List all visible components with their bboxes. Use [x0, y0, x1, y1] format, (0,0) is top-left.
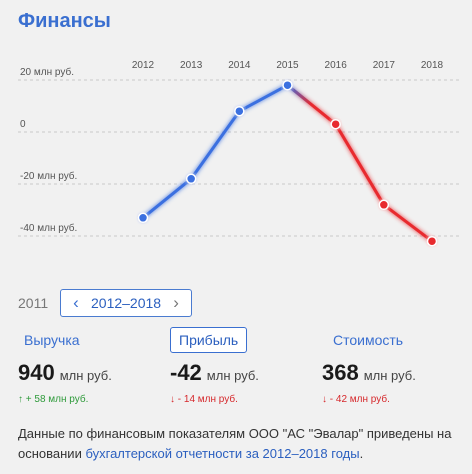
profit-line-chart: 20 млн руб. 0 -20 млн руб. -40 млн руб. 2012…	[18, 60, 462, 247]
section-title: Финансы	[18, 10, 111, 32]
line-segment-2013-2014	[189, 109, 241, 181]
profit-delta: ↓ - 14 млн руб.	[170, 394, 238, 405]
chevron-left-icon[interactable]: ‹	[73, 293, 79, 312]
profit-unit: млн руб.	[206, 368, 259, 383]
chevron-right-icon[interactable]: ›	[173, 293, 179, 312]
data-point-2014	[234, 105, 245, 117]
x-tick-label-2017: 2017	[373, 60, 396, 71]
line-segment-2015-2016	[286, 83, 338, 126]
profit-value: -42	[170, 360, 202, 385]
metric-tabs: Выручка Прибыль Стоимость	[0, 327, 472, 354]
y-tick-label-3: -40 млн руб.	[20, 222, 77, 234]
x-tick-label-2013: 2013	[180, 60, 203, 71]
footnote: Данные по финансовым показателям ООО "АС…	[18, 424, 458, 464]
x-tick-label-2014: 2014	[228, 60, 251, 71]
y-tick-label-0: 20 млн руб.	[20, 66, 74, 78]
previous-year-label[interactable]: 2011	[18, 295, 49, 311]
y-tick-label-1: 0	[20, 119, 26, 130]
data-point-2015	[282, 79, 293, 91]
tab-profit[interactable]: Прибыль	[170, 327, 248, 353]
footnote-prefix: Данные по финансовым показателям ООО "АС…	[18, 426, 452, 461]
revenue-metric: 940 млн руб.	[18, 360, 112, 386]
revenue-delta: ↑ + 58 млн руб.	[18, 394, 89, 405]
range-label: 2012–2018	[91, 295, 162, 311]
data-point-2013	[185, 173, 197, 185]
data-point-2016	[330, 118, 341, 130]
range-box: ‹ 2012–2018 ›	[60, 289, 193, 317]
revenue-unit: млн руб.	[59, 368, 112, 383]
tab-revenue[interactable]: Выручка	[24, 332, 80, 348]
x-tick-label-2016: 2016	[325, 60, 348, 71]
cost-delta: ↓ - 42 млн руб.	[322, 394, 390, 405]
line-segment-2017-2018	[382, 203, 434, 243]
revenue-value: 940	[18, 360, 55, 385]
cost-unit: млн руб.	[363, 368, 416, 383]
x-tick-label-2012: 2012	[132, 60, 155, 71]
data-point-2018	[426, 235, 438, 247]
y-tick-label-2: -20 млн руб.	[20, 170, 77, 182]
accounting-report-link[interactable]: бухгалтерской отчетности за 2012–2018 го…	[85, 446, 360, 461]
x-tick-label-2018: 2018	[421, 60, 444, 71]
profit-metric: -42 млн руб.	[170, 360, 259, 386]
footnote-suffix: .	[359, 446, 364, 461]
x-tick-label-2015: 2015	[276, 60, 299, 71]
line-segment-2012-2013	[141, 177, 193, 220]
cost-value: 368	[322, 360, 359, 385]
tab-cost[interactable]: Стоимость	[333, 332, 404, 348]
data-point-2017	[378, 199, 390, 211]
data-point-2012	[137, 212, 149, 224]
cost-metric: 368 млн руб.	[322, 360, 416, 386]
line-segment-2016-2017	[334, 122, 386, 207]
year-range-selector: 2011 ‹ 2012–2018 ›	[18, 288, 193, 318]
line-segment-2014-2015	[237, 83, 289, 113]
